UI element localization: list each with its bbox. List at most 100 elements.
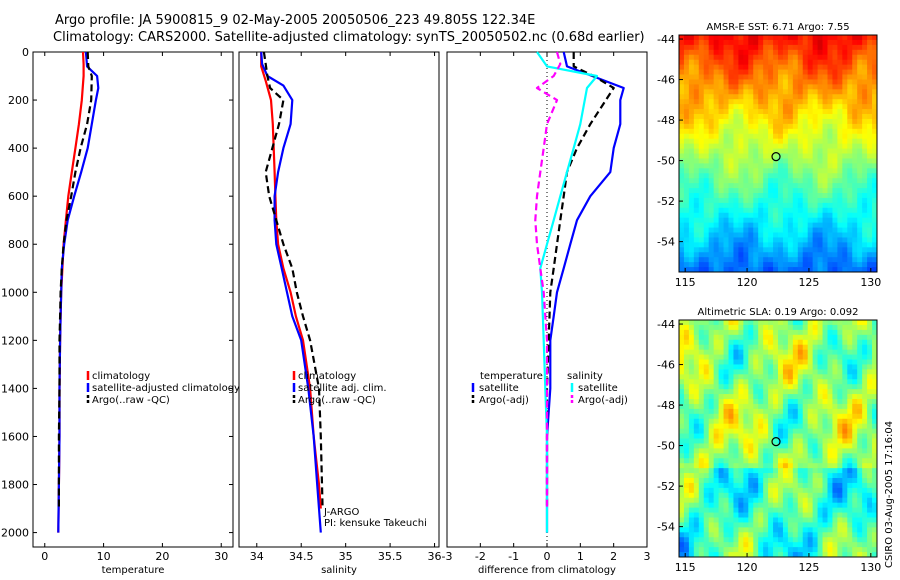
sst-map-cell <box>733 153 739 159</box>
sst-map-cell <box>807 212 814 219</box>
sla-map-cell <box>817 473 823 479</box>
sst-map-cell <box>822 74 828 80</box>
sst-map-cell <box>743 148 749 154</box>
sst-map-cell <box>693 123 700 130</box>
sla-map-cell <box>763 379 769 385</box>
sst-map-cell <box>807 114 814 120</box>
sst-map-cell <box>763 138 769 145</box>
sla-map-cell <box>733 399 739 405</box>
sla-map-cell <box>787 443 794 449</box>
sla-map-cell <box>827 552 833 558</box>
sst-map-cell <box>753 35 759 41</box>
sla-map-cell <box>872 478 878 484</box>
sst-map-cell <box>852 49 858 56</box>
sst-map-cell <box>748 64 754 70</box>
sla-map-cell <box>753 389 759 395</box>
sla-map-cell <box>698 379 705 385</box>
sst-map-cell <box>698 128 705 135</box>
sst-map-cell <box>688 232 695 238</box>
sla-map-cell <box>688 438 695 444</box>
sst-map-cell <box>733 262 739 268</box>
sla-map-cell <box>723 527 729 533</box>
sla-map-cell <box>753 379 759 385</box>
sst-map-cell <box>837 84 843 90</box>
sst-map-cell <box>773 163 779 169</box>
sst-map-cell <box>733 79 739 85</box>
sla-map-cell <box>713 532 719 538</box>
sla-map-cell <box>867 384 873 390</box>
sla-map-cell <box>733 408 739 415</box>
sst-map-cell <box>832 173 838 179</box>
sst-map-cell <box>708 128 715 135</box>
sla-map-cell <box>797 428 804 434</box>
sst-map-cell <box>723 193 729 199</box>
sst-map-cell <box>728 114 734 120</box>
sst-map-cell <box>857 227 863 233</box>
sst-map-cell <box>738 178 744 184</box>
sla-map-cell <box>847 443 853 449</box>
sla-map-cell <box>797 339 804 346</box>
sla-map-cell <box>827 547 833 553</box>
sst-map-cell <box>683 237 690 243</box>
sla-map-cell <box>847 339 853 346</box>
sla-map-cell <box>679 423 685 430</box>
sla-map-cell <box>753 478 759 484</box>
sla-map-cell <box>768 482 774 489</box>
sst-map-cell <box>857 89 863 95</box>
sst-map-cell <box>857 118 863 125</box>
sst-map-cell <box>832 138 838 145</box>
sla-map-cell <box>733 497 739 504</box>
sla-map-cell <box>703 320 710 326</box>
sst-map-cell <box>782 118 789 125</box>
sla-map-cell <box>842 463 848 469</box>
sst-map-cell <box>743 143 749 149</box>
sla-map-cell <box>693 463 700 469</box>
sla-map-cell <box>743 438 749 444</box>
sla-map-cell <box>718 487 724 494</box>
sla-map-cell <box>738 552 744 558</box>
sla-map-cell <box>703 374 710 380</box>
sst-map-cell <box>827 222 833 228</box>
sla-map-cell <box>778 408 784 415</box>
sla-map-cell <box>728 359 734 365</box>
sla-map-cell <box>812 547 818 553</box>
sst-map-cell <box>758 99 764 105</box>
sst-map-cell <box>768 74 774 80</box>
sla-map-cell <box>778 359 784 365</box>
sla-map-cell <box>867 389 873 395</box>
sst-map-cell <box>708 69 715 75</box>
sst-map-cell <box>738 99 744 105</box>
sla-map-cell <box>763 448 769 454</box>
temperature-ytick-label: 0 <box>22 46 29 59</box>
sst-map-cell <box>713 49 719 56</box>
sst-map-cell <box>728 99 734 105</box>
sst-map-cell <box>797 109 804 115</box>
sla-map-cell <box>832 527 838 533</box>
sla-map-cell <box>763 502 769 509</box>
sst-map-cell <box>703 158 710 164</box>
sla-map-cell <box>787 324 794 331</box>
sst-map-cell <box>713 163 719 169</box>
sla-map-cell <box>847 433 853 439</box>
sla-map-cell <box>679 369 685 375</box>
sst-map-cell <box>693 84 700 90</box>
sst-map-cell <box>703 247 710 253</box>
sla-map-cell <box>733 433 739 439</box>
sla-map-cell <box>723 502 729 509</box>
sst-map-cell <box>852 148 858 154</box>
sla-map-cell <box>773 413 779 420</box>
sst-map-cell <box>862 128 868 135</box>
sst-map-cell <box>718 104 724 110</box>
sla-map-cell <box>683 374 690 380</box>
sst-map-cell <box>827 35 833 41</box>
sla-map-cell <box>837 403 843 410</box>
sst-map-cell <box>842 242 848 248</box>
sst-map-cell <box>792 54 799 61</box>
sla-map-cell <box>713 354 719 360</box>
sst-map-cell <box>768 197 774 204</box>
sst-map-cell <box>802 138 809 145</box>
sla-map-cell <box>723 403 729 410</box>
sla-map-cell <box>718 542 724 548</box>
sla-map-cell <box>797 443 804 449</box>
sla-map-cell <box>723 384 729 390</box>
